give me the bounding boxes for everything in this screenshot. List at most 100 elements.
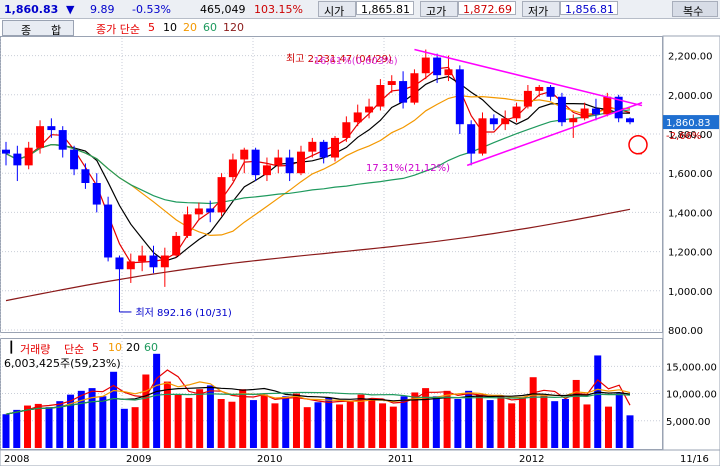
candle-body: [433, 57, 442, 76]
candle-body: [614, 96, 623, 119]
volume-bar: [206, 385, 214, 448]
candle-body: [285, 157, 294, 174]
volume-bar: [368, 399, 376, 448]
ma120-label: 120: [223, 21, 244, 34]
candle-body: [308, 141, 317, 152]
candle-body: [228, 159, 237, 178]
volume-bar: [486, 400, 494, 448]
ma20-label: 20: [183, 21, 197, 34]
volume-ma5-line: [5, 369, 631, 415]
volume-bar: [45, 407, 53, 448]
volume-bar: [131, 407, 139, 448]
ma5-label: 5: [148, 21, 155, 34]
grid-lines: [0, 38, 662, 448]
volume-bar: [99, 396, 107, 448]
volume-bar: [475, 394, 483, 448]
candle-body: [444, 69, 453, 76]
volume-bar: [325, 397, 333, 448]
volume-bar: [432, 396, 440, 448]
volume-bar: [583, 404, 591, 448]
year-label: 2008: [4, 454, 29, 465]
volume-bar: [346, 401, 354, 448]
volume-bar: [529, 377, 537, 448]
volume-bar: [604, 406, 612, 448]
candle-body: [626, 118, 634, 123]
ma10-label: 10: [163, 21, 177, 34]
current-price-marker: [663, 115, 719, 130]
volume-bar: [572, 379, 580, 448]
price-panel-frame: [0, 36, 663, 333]
volume-ma5: 5: [92, 341, 99, 354]
ma60-line: [5, 109, 631, 205]
volume-bar: [314, 402, 322, 448]
candle-body: [183, 214, 192, 236]
price-tick-label: 2,200.00: [668, 52, 713, 63]
candle-body: [569, 118, 578, 123]
down-arrow-icon: ▼: [66, 3, 75, 16]
candle-body: [36, 126, 45, 148]
low-annotation: 최저 892.16 (10/31): [135, 307, 231, 319]
candle-body: [81, 169, 90, 183]
volume-bar: [163, 381, 171, 448]
volume-bar: [422, 388, 430, 448]
volume-bar: [282, 396, 290, 448]
price-axis-panel: [662, 35, 720, 451]
volume-bar: [24, 405, 32, 448]
candle-body: [376, 85, 385, 107]
ma10-line: [5, 75, 630, 262]
volume-bar: [88, 388, 96, 448]
candle-body: [501, 118, 510, 125]
candle-body: [365, 106, 374, 113]
candle-body: [523, 90, 532, 107]
restore-button[interactable]: 복수: [672, 1, 718, 18]
volume-bar: [465, 390, 473, 448]
volume-legend-icon: ┃: [8, 341, 15, 354]
candle-body: [115, 257, 124, 270]
candle-body: [591, 108, 600, 115]
volume-bar: [400, 396, 408, 448]
candle-body: [251, 149, 260, 176]
volume-bar: [389, 406, 397, 448]
ma20-line: [5, 94, 631, 237]
price-tick-label: 1,400.00: [668, 208, 713, 219]
volume-moving-averages: [5, 369, 631, 415]
candle-body: [126, 261, 135, 270]
candle-body: [399, 81, 408, 103]
trade-volume: 465,049: [200, 3, 246, 16]
volume-bar: [561, 399, 569, 448]
candle-body: [557, 96, 566, 123]
candle-body: [421, 57, 430, 74]
price-tick-label: 1,200.00: [668, 248, 713, 259]
indicator-tab[interactable]: 종 합: [2, 20, 74, 37]
price-tick-label: 1,000.00: [668, 287, 713, 298]
volume-bar: [271, 403, 279, 448]
volume-tick-label: 5,000.00: [666, 417, 711, 428]
ma120-line: [5, 208, 631, 302]
candle-body: [240, 149, 249, 160]
high-label-box: 고가: [420, 1, 458, 18]
candle-body: [535, 86, 544, 91]
volume-bar: [110, 371, 118, 448]
volume-ma20: 20: [126, 341, 140, 354]
volume-bar: [540, 395, 548, 448]
candle-body: [262, 165, 271, 176]
rebound-annotation: 17.31%(21,12%): [366, 163, 450, 174]
highlight-circle: [628, 135, 648, 155]
volume-tick-label: 15,000.00: [666, 362, 717, 373]
volume-bar: [196, 389, 204, 448]
candle-body: [478, 118, 487, 154]
volume-bar: [153, 353, 161, 448]
candle-body: [104, 204, 113, 258]
date-label: 11/16: [680, 454, 709, 465]
volume-bar: [249, 400, 257, 448]
candle-body: [149, 255, 158, 268]
volume-bar: [174, 394, 182, 448]
volume-bar: [594, 355, 602, 448]
volume-ma20-line: [5, 386, 631, 415]
year-label: 2011: [388, 454, 413, 465]
candle-body: [455, 69, 464, 125]
volume-bar: [185, 397, 193, 448]
candle-body: [58, 130, 67, 150]
current-pct-label: -2,66%: [666, 131, 701, 142]
volume-bar: [292, 393, 300, 448]
